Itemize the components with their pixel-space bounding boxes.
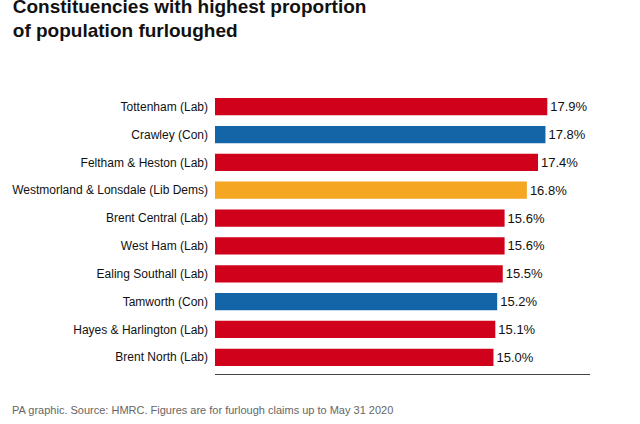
svg-text:16.8%: 16.8% [530, 183, 567, 198]
svg-text:Westmorland & Lonsdale (Lib De: Westmorland & Lonsdale (Lib Dems) [12, 183, 208, 197]
svg-text:15.5%: 15.5% [506, 266, 543, 281]
svg-text:15.2%: 15.2% [500, 294, 537, 309]
svg-text:Constituencies with highest pr: Constituencies with highest proportionof… [13, 0, 367, 41]
svg-text:West Ham (Lab): West Ham (Lab) [121, 239, 208, 253]
svg-text:PA graphic. Source: HMRC. Figu: PA graphic. Source: HMRC. Figures are fo… [12, 404, 393, 416]
svg-text:Hayes & Harlington (Lab): Hayes & Harlington (Lab) [73, 323, 208, 337]
svg-text:17.9%: 17.9% [550, 99, 587, 114]
svg-text:17.8%: 17.8% [548, 127, 585, 142]
svg-text:15.6%: 15.6% [508, 238, 545, 253]
svg-text:Feltham & Heston (Lab): Feltham & Heston (Lab) [81, 156, 208, 170]
svg-text:Crawley (Con): Crawley (Con) [131, 128, 208, 142]
svg-text:15.1%: 15.1% [498, 322, 535, 337]
svg-text:Brent Central (Lab): Brent Central (Lab) [106, 211, 208, 225]
svg-text:Brent North (Lab): Brent North (Lab) [115, 350, 208, 364]
svg-text:Ealing Southall (Lab): Ealing Southall (Lab) [97, 267, 208, 281]
svg-text:17.4%: 17.4% [541, 155, 578, 170]
svg-text:Tamworth (Con): Tamworth (Con) [123, 295, 208, 309]
svg-text:Tottenham (Lab): Tottenham (Lab) [121, 100, 208, 114]
svg-text:15.0%: 15.0% [496, 350, 533, 365]
svg-text:15.6%: 15.6% [508, 211, 545, 226]
